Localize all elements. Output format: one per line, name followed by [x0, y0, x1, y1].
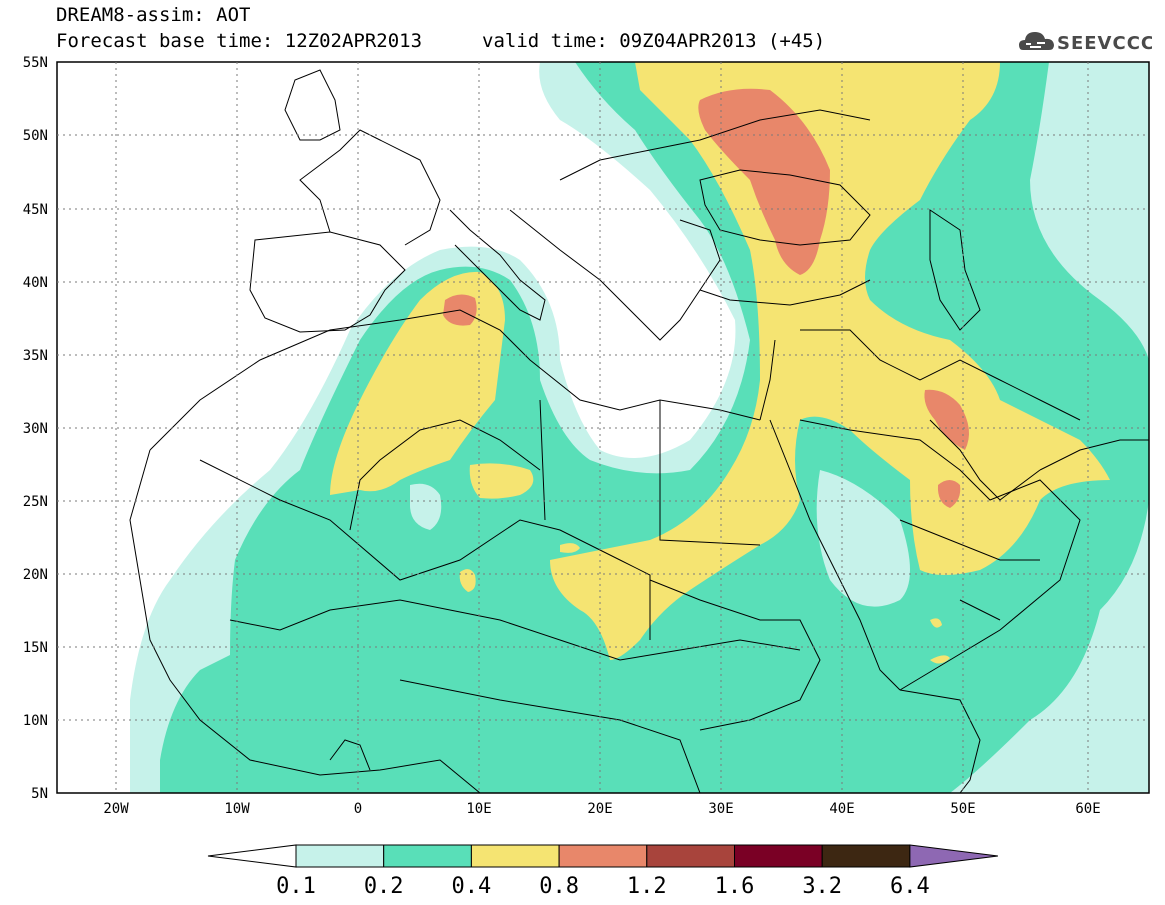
colorbar-label: 0.8: [539, 874, 579, 899]
lat-axis-labels: 55N 50N 45N 40N 35N 30N 25N 20N 15N 10N …: [23, 55, 48, 802]
aot-hole-0-2-a: [410, 483, 442, 530]
aot-level-0-8-arabia: [937, 480, 961, 508]
lat-label: 55N: [23, 55, 48, 71]
colorbar-label: 3.2: [802, 874, 842, 899]
lon-label: 60E: [1075, 801, 1100, 817]
colorbar-box: [821, 844, 911, 868]
aot-level-0-8-iraq: [924, 389, 969, 450]
forecast-base-time: Forecast base time: 12Z02APR2013: [56, 30, 423, 52]
lat-label: 50N: [23, 128, 48, 144]
aot-level-0-4-patch-a: [469, 463, 534, 499]
aot-level-0-4-west: [330, 271, 505, 495]
colorbar-arrow-right: [909, 844, 998, 868]
colorbar-arrow-left: [207, 844, 297, 868]
border-sahara-2: [349, 419, 541, 531]
aot-level-0-2: [160, 62, 1149, 793]
colorbar-boxes: [207, 844, 998, 868]
colorbar-labels: 0.1 0.2 0.4 0.8 1.2 1.6 3.2 6.4: [276, 874, 930, 899]
coast-gulf: [929, 419, 1041, 501]
lat-label: 35N: [23, 348, 48, 364]
grid-lines: [57, 62, 1149, 793]
coastlines-borders: [129, 69, 1149, 793]
logo-text: SEEVCCC: [1057, 33, 1152, 54]
colorbar-label: 1.6: [715, 874, 755, 899]
aot-shading: [130, 62, 1149, 793]
coast-black-sea: [699, 169, 871, 246]
border-central-africa: [399, 679, 701, 793]
colorbar-label: 6.4: [890, 874, 930, 899]
aot-hole-0-2-b: [816, 470, 910, 607]
colorbar-label: 0.2: [364, 874, 404, 899]
coast-iberia: [249, 231, 406, 333]
lat-label: 25N: [23, 494, 48, 510]
colorbar-label: 1.2: [627, 874, 667, 899]
border-arabia-interior: [899, 519, 1040, 621]
aot-level-0-4-patch-e: [930, 655, 950, 664]
lat-label: 5N: [31, 786, 48, 802]
colorbar-box: [295, 844, 385, 868]
lon-axis-labels: 20W 10W 0 10E 20E 30E 40E 50E 60E: [103, 801, 1100, 817]
lat-label: 20N: [23, 567, 48, 583]
coast-west-africa: [129, 449, 481, 793]
coast-iran-pakistan: [1039, 439, 1149, 471]
coast-caspian: [929, 209, 981, 331]
lat-label: 15N: [23, 640, 48, 656]
coast-britain: [284, 69, 341, 141]
coast-balkans-greece: [509, 209, 721, 341]
colorbar-box: [734, 844, 823, 868]
border-sudan: [649, 579, 821, 731]
lon-label: 20E: [587, 801, 612, 817]
colorbar-legend: 0.1 0.2 0.4 0.8 1.2 1.6 3.2 6.4: [207, 844, 998, 899]
aot-level-0-4-patch-c: [560, 543, 580, 553]
aot-level-0-4-patch-d: [930, 618, 942, 628]
colorbar-box: [646, 844, 735, 868]
border-sahara-1: [199, 459, 651, 640]
colorbar-box: [383, 844, 472, 868]
aot-level-0-4-north: [550, 62, 1110, 660]
lon-label: 30E: [708, 801, 733, 817]
coast-arabia: [799, 419, 1081, 691]
colorbar-label: 0.4: [452, 874, 492, 899]
border-libya-egypt: [539, 399, 761, 546]
lon-label: 50E: [950, 801, 975, 817]
aot-level-0-4-patch-b: [459, 569, 476, 592]
lon-label: 20W: [103, 801, 129, 817]
coast-gulf-of-guinea: [329, 739, 371, 771]
coast-levant-red-sea: [759, 339, 901, 691]
valid-time: valid time: 09Z04APR2013 (+45): [482, 30, 826, 52]
lat-label: 45N: [23, 202, 48, 218]
colorbar-box: [558, 844, 648, 868]
coast-turkey: [699, 279, 871, 306]
lon-label: 0: [354, 801, 362, 817]
lat-label: 40N: [23, 275, 48, 291]
seevccc-logo: SEEVCCC: [1019, 32, 1152, 54]
cloud-icon: [1019, 32, 1054, 50]
coast-horn-africa: [899, 689, 981, 793]
aot-level-0-8-ukraine: [698, 88, 830, 275]
colorbar-label: 0.1: [276, 874, 316, 899]
border-middle-east: [800, 329, 1081, 421]
lat-label: 10N: [23, 713, 48, 729]
lon-label: 40E: [829, 801, 854, 817]
chart-title: DREAM8-assim: AOT: [56, 4, 251, 26]
colorbar-box: [470, 844, 560, 868]
lat-label: 30N: [23, 421, 48, 437]
lon-label: 10W: [224, 801, 250, 817]
lon-label: 10E: [466, 801, 491, 817]
coast-italy: [449, 209, 546, 321]
